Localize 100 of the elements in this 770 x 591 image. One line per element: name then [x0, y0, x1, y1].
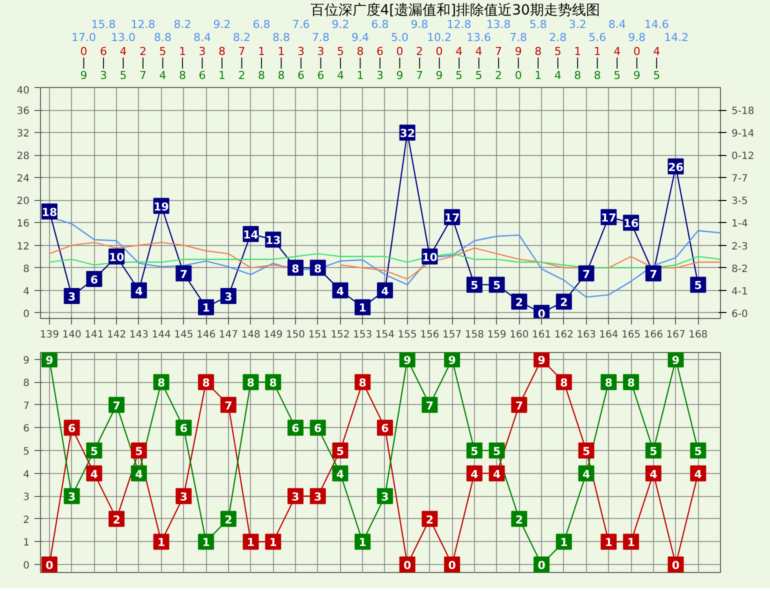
text: 7: [139, 69, 146, 82]
text: 8.4: [608, 18, 626, 31]
text: 1: [278, 45, 285, 58]
y-tick-label: 36: [16, 106, 30, 118]
data-label: 8: [269, 376, 277, 390]
text: |: [279, 56, 284, 69]
text: 5.0: [391, 31, 409, 44]
data-label: 18: [42, 206, 58, 219]
text: 0: [80, 45, 88, 58]
data-label: 13: [265, 234, 281, 248]
text: 9: [80, 69, 88, 82]
data-label: 4: [336, 468, 344, 481]
text: 7.8: [312, 31, 330, 44]
text: 13.6: [466, 31, 492, 44]
data-label: 3: [180, 490, 188, 504]
text: |: [240, 56, 244, 69]
data-label: 3: [292, 490, 300, 504]
text: |: [121, 56, 126, 69]
data-label: 14: [243, 228, 259, 242]
text: 6.8: [252, 18, 270, 31]
data-label: 5: [135, 445, 143, 458]
text: 2.8: [549, 31, 567, 44]
x-tick-label: 146: [196, 330, 216, 340]
text: 1: [574, 45, 582, 58]
text: 4: [120, 45, 127, 58]
text: 12.8: [130, 18, 156, 31]
data-label: 0: [448, 559, 456, 572]
data-label: 5: [694, 279, 702, 292]
text: 6: [100, 45, 107, 58]
text: |: [457, 56, 461, 69]
data-label: 2: [515, 513, 524, 526]
text: 1: [178, 45, 186, 58]
text: 8.4: [194, 31, 212, 44]
text: 10.2: [427, 31, 452, 44]
text: |: [595, 56, 600, 69]
data-label: 2: [112, 513, 120, 526]
data-label: 9: [46, 354, 54, 367]
text: 12.8: [446, 18, 472, 31]
text: |: [556, 56, 560, 69]
text: |: [654, 56, 658, 69]
x-tick-label: 142: [107, 330, 126, 340]
x-tick-label: 143: [129, 330, 148, 340]
x-tick-label: 166: [644, 330, 663, 340]
text: 9: [436, 69, 443, 82]
y-tick-label: 1: [23, 538, 30, 549]
text: |: [180, 56, 184, 69]
data-label: 0: [672, 559, 680, 572]
text: 8: [278, 69, 285, 82]
text: 5: [614, 69, 621, 82]
data-label: 1: [246, 536, 255, 550]
text: 4: [159, 69, 166, 82]
y-tick-label: 8: [23, 264, 30, 275]
x-tick-label: 152: [330, 330, 350, 340]
data-label: 8: [202, 376, 210, 390]
text: 8.2: [233, 31, 251, 44]
data-label: 1: [358, 302, 366, 315]
data-label: 4: [470, 468, 479, 481]
data-label: 2: [560, 296, 568, 310]
data-label: 4: [694, 468, 702, 481]
text: 4: [475, 45, 482, 58]
y-tick-label: 28: [16, 151, 30, 162]
text: 7.6: [292, 18, 310, 31]
text: 5: [120, 69, 127, 82]
data-label: 26: [668, 160, 684, 174]
data-label: 4: [650, 468, 658, 481]
category-label: 0-12: [732, 151, 754, 162]
x-tick-label: 164: [599, 330, 618, 340]
data-label: 9: [404, 354, 412, 367]
text: 9: [514, 45, 522, 58]
category-label: 3-5: [732, 196, 748, 208]
text: 2: [416, 45, 424, 58]
text: 8.8: [272, 31, 290, 44]
data-label: 7: [650, 268, 658, 281]
text: 8: [178, 69, 186, 82]
y-tick-label: 2: [23, 514, 30, 526]
text: |: [615, 56, 619, 69]
data-label: 5: [90, 445, 98, 458]
y-tick-label: 0: [23, 308, 30, 320]
data-label: 8: [358, 376, 366, 390]
y-tick-label: 20: [16, 196, 30, 208]
x-tick-label: 154: [375, 330, 395, 340]
data-label: 0: [46, 559, 54, 572]
x-tick-label: 155: [398, 330, 417, 340]
data-label: 5: [492, 279, 501, 292]
x-tick-label: 153: [353, 330, 372, 340]
text: |: [338, 56, 342, 69]
y-tick-label: 3: [23, 492, 30, 504]
data-label: 17: [601, 212, 616, 225]
data-label: 4: [336, 284, 344, 298]
text: 1: [258, 45, 266, 58]
x-tick-label: 156: [420, 330, 440, 340]
data-label: 8: [560, 376, 568, 390]
text: 9.2: [332, 18, 350, 31]
data-label: 4: [135, 468, 144, 481]
text: 9: [396, 69, 404, 82]
text: 7: [495, 45, 502, 58]
text: |: [576, 56, 580, 69]
data-label: 6: [314, 422, 322, 436]
x-tick-label: 149: [264, 330, 283, 340]
data-label: 7: [224, 399, 232, 412]
